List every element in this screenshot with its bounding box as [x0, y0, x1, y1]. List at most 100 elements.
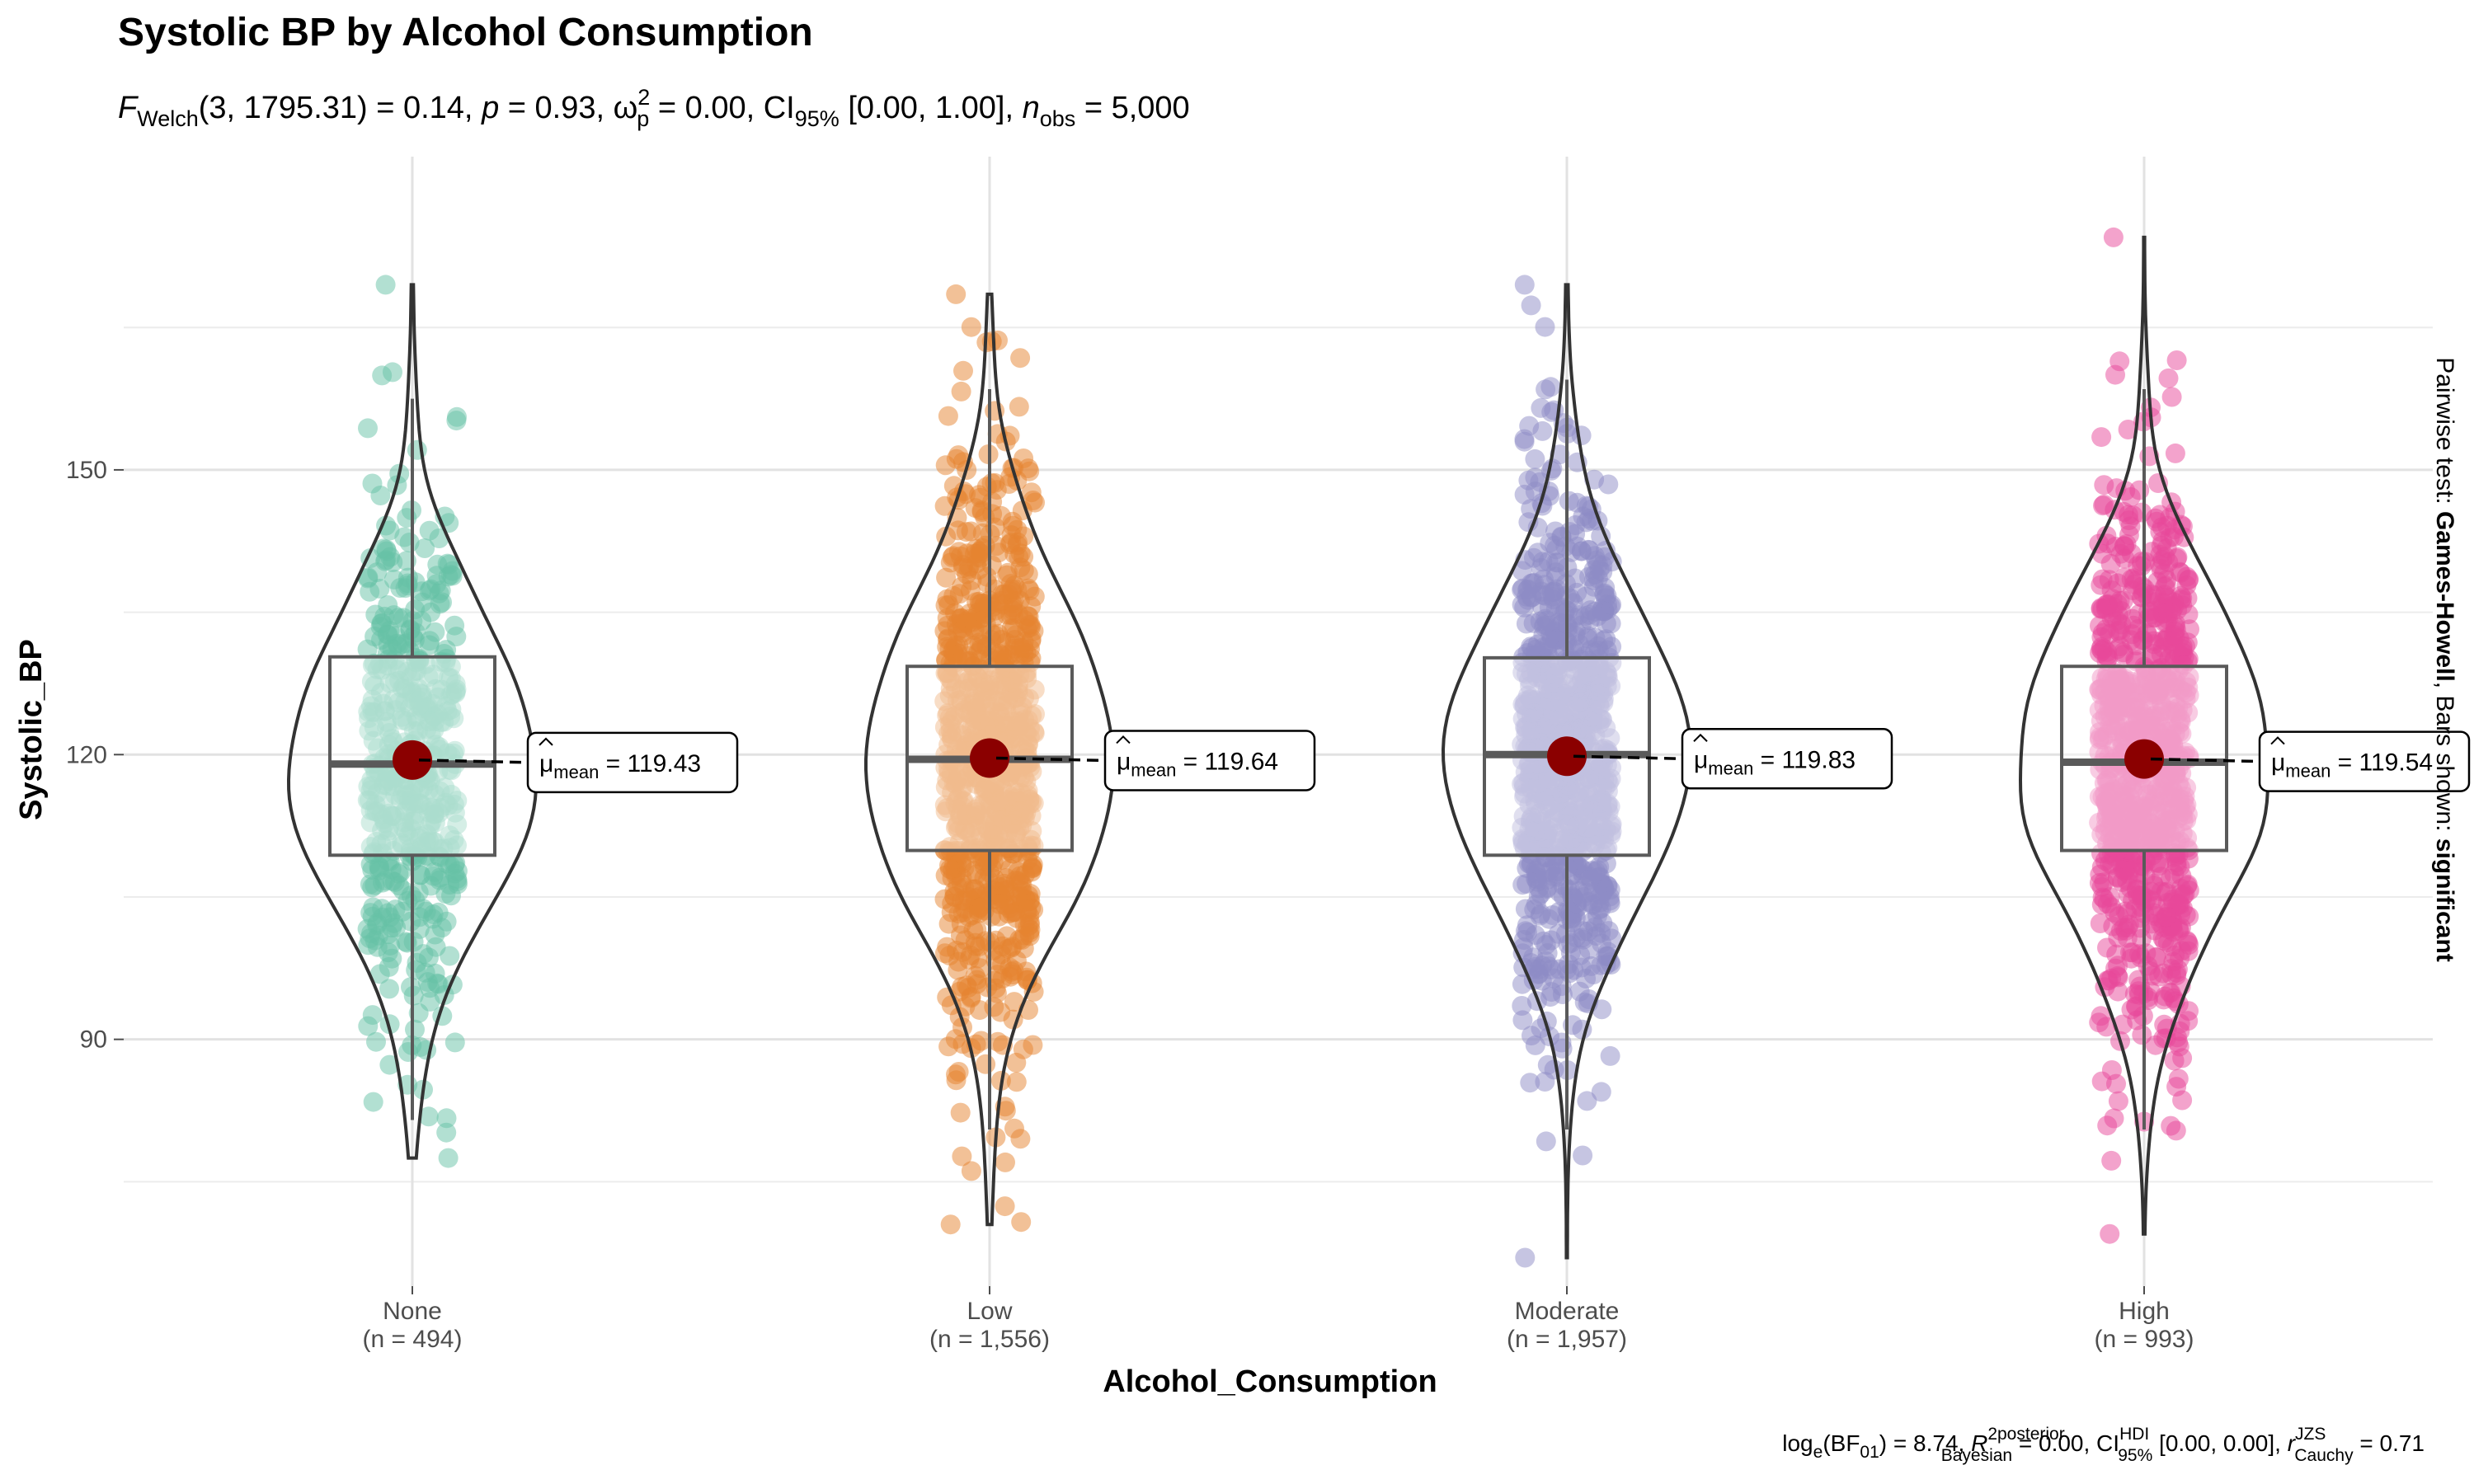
data-point [2097, 937, 2117, 958]
data-point [1003, 515, 1023, 536]
mean-label-high: μmean = 119.54 [2271, 749, 2433, 782]
caption-r-sup: JZS [2295, 1425, 2326, 1444]
data-point [2175, 636, 2195, 656]
subtitle-f-sub: Welch [137, 106, 199, 131]
data-point [1597, 667, 1617, 688]
data-point [372, 899, 393, 919]
data-point [935, 801, 956, 822]
data-point [2126, 997, 2147, 1017]
data-point [1524, 822, 1545, 843]
mean-leader [995, 756, 1106, 763]
data-point [938, 406, 958, 426]
chart-subtitle: FWelch(3, 1795.31) = 0.14, p = 0.93, ω2 p… [118, 85, 1190, 131]
data-point [1512, 1010, 1533, 1031]
mean-leader [2150, 757, 2260, 763]
data-point [360, 581, 380, 602]
data-point [385, 700, 406, 721]
data-point [948, 649, 968, 669]
subtitle-n-value: = 5,000 [1075, 91, 1189, 125]
data-point [394, 777, 415, 798]
data-point [2172, 700, 2193, 721]
data-point [407, 439, 427, 460]
axes: 90 120 150 None(n = 494) Low(n = 1,556) Moder… [66, 457, 2194, 1353]
data-point [2172, 1048, 2193, 1068]
data-point [365, 930, 385, 951]
data-point [937, 629, 957, 650]
mean-leader [418, 758, 529, 764]
data-point [937, 937, 957, 957]
data-point [1023, 1035, 1043, 1055]
data-point [956, 612, 976, 632]
mean-points [393, 736, 2164, 780]
data-point [2176, 566, 2197, 587]
data-point [1018, 781, 1038, 801]
data-point [972, 672, 993, 693]
data-point [2114, 536, 2134, 556]
data-point [1521, 295, 1541, 316]
data-point [1514, 429, 1535, 449]
data-point [1553, 875, 1573, 895]
data-point [446, 627, 467, 647]
data-point [1014, 638, 1034, 659]
data-point [1581, 640, 1602, 660]
data-point [1007, 716, 1028, 736]
data-point [442, 561, 463, 581]
data-point [383, 362, 402, 383]
data-point [2165, 443, 2185, 463]
data-point [2166, 350, 2187, 370]
mean-label-low: μmean = 119.64 [1117, 748, 1278, 780]
x-tick-n-label: (n = 993) [2095, 1326, 2194, 1353]
data-point [370, 486, 391, 505]
caption-ci-value: [0.00, 0.00], [2152, 1430, 2287, 1456]
data-point [935, 595, 956, 616]
data-point [988, 623, 1009, 644]
violin-none [286, 283, 539, 1160]
data-point [944, 886, 965, 907]
data-point [420, 978, 440, 998]
data-point [419, 520, 440, 541]
data-point [426, 937, 446, 957]
data-point [965, 543, 985, 564]
data-point [1532, 420, 1553, 441]
subtitle-ci-value: [0.00, 1.00], [840, 91, 1023, 125]
x-tick-n-label: (n = 1,556) [929, 1326, 1050, 1353]
data-point [2158, 368, 2179, 388]
data-point [950, 1102, 971, 1123]
data-point [436, 1122, 457, 1143]
data-point [1536, 379, 1556, 400]
data-point [2153, 989, 2174, 1010]
data-point [1007, 821, 1027, 842]
x-tick-n-label: (n = 1,957) [1507, 1326, 1627, 1353]
data-point [447, 791, 468, 811]
data-point [935, 455, 956, 476]
data-point [1567, 782, 1587, 803]
data-point [1011, 890, 1032, 910]
data-point [938, 663, 958, 683]
data-point [372, 660, 393, 680]
x-tick-label-low: Low [967, 1298, 1012, 1325]
data-point [2172, 1090, 2193, 1111]
data-point [2103, 227, 2124, 247]
data-point [1578, 817, 1599, 838]
data-point [1521, 854, 1541, 875]
mean-label-none: μmean = 119.43 [539, 750, 701, 782]
data-point [1545, 581, 1564, 602]
data-point [2166, 763, 2186, 783]
data-point [2171, 941, 2192, 961]
violin-low [864, 292, 1115, 1227]
data-point [1022, 821, 1042, 841]
data-point [2171, 778, 2191, 799]
data-point [2152, 693, 2172, 714]
data-point [379, 520, 400, 541]
data-point [436, 911, 457, 932]
data-point [969, 897, 990, 918]
data-point [2101, 1060, 2122, 1080]
data-point [358, 418, 378, 439]
data-point [2143, 874, 2164, 894]
data-point [1596, 588, 1616, 608]
data-point [2108, 981, 2128, 1002]
data-point [425, 622, 445, 642]
mean-label-box [526, 731, 739, 794]
data-point [940, 859, 960, 880]
caption-ci-sup: HDI [2119, 1425, 2149, 1444]
